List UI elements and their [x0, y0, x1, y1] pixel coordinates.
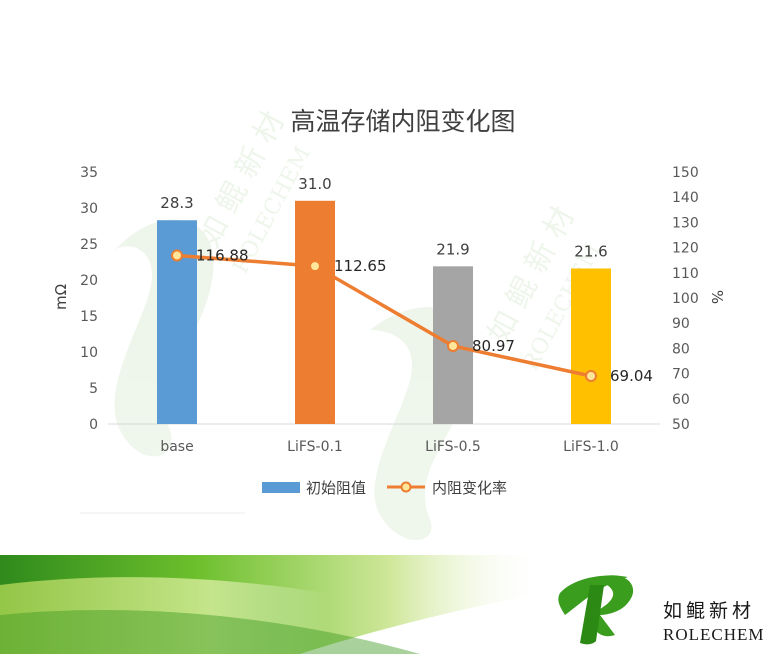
y2-tick-label: 130	[672, 215, 699, 231]
y-tick-label: 15	[80, 309, 98, 325]
y2-axis-label: %	[708, 290, 726, 304]
y-axis: 0 5 10 15 20 25 30 35	[80, 165, 98, 433]
bar-data-label: 28.3	[160, 194, 193, 212]
y-tick-label: 25	[80, 237, 98, 253]
bar	[295, 200, 335, 424]
bar-data-label: 21.6	[574, 242, 607, 260]
legend-label: 初始阻值	[306, 479, 366, 497]
legend: 初始阻值 内阻变化率	[262, 479, 507, 497]
legend-label: 内阻变化率	[432, 479, 507, 497]
series-line	[176, 253, 592, 378]
line-point	[447, 339, 459, 352]
company-logo-text: 如鲲新材 ROLECHEM	[663, 596, 765, 645]
y2-tick-label: 150	[672, 165, 699, 181]
y2-tick-label: 90	[672, 316, 690, 332]
line-series: 116.88 112.65 80.97 69.04	[171, 246, 653, 385]
y2-tick-label: 120	[672, 241, 699, 257]
y-tick-label: 35	[80, 165, 98, 181]
y2-tick-label: 100	[672, 291, 699, 307]
line-data-label: 116.88	[196, 246, 249, 264]
footer-banner	[0, 555, 781, 654]
y2-tick-label: 60	[672, 392, 690, 408]
y-tick-label: 0	[89, 417, 98, 433]
legend-swatch-marker	[400, 481, 412, 493]
y2-tick-label: 70	[672, 367, 690, 383]
y-tick-label: 10	[80, 345, 98, 361]
y2-axis: 50 60 70 80 90 100 110 120 130 140 150	[672, 165, 699, 433]
x-tick-label: LiFS-1.0	[563, 439, 619, 455]
line-point	[171, 249, 183, 262]
line-point	[585, 370, 597, 383]
line-data-label: 80.97	[472, 337, 515, 355]
y2-tick-label: 50	[672, 417, 690, 433]
banner-wave	[0, 609, 420, 654]
bar	[571, 268, 611, 424]
y2-tick-label: 80	[672, 341, 690, 357]
company-name-cn: 如鲲新材	[663, 600, 756, 622]
y-tick-label: 5	[89, 381, 98, 397]
line-data-label: 69.04	[610, 367, 653, 385]
banner-wave	[0, 577, 470, 654]
y-tick-label: 20	[80, 273, 98, 289]
x-axis: base LiFS-0.1 LiFS-0.5 LiFS-1.0	[160, 439, 619, 455]
bar-data-label: 21.9	[436, 240, 469, 258]
y2-tick-label: 110	[672, 266, 699, 282]
legend-swatch-bar	[262, 482, 300, 493]
x-tick-label: LiFS-0.1	[287, 439, 343, 455]
line-point	[309, 260, 321, 273]
y-tick-label: 30	[80, 201, 98, 217]
chart-title: 高温存储内阻变化图	[290, 107, 515, 136]
line-data-label: 112.65	[334, 257, 387, 275]
x-tick-label: base	[160, 439, 193, 455]
bar-data-label: 31.0	[298, 175, 331, 193]
company-name-en: ROLECHEM	[663, 625, 765, 644]
y2-tick-label: 140	[672, 190, 699, 206]
y-axis-label: mΩ	[52, 284, 70, 310]
company-logo-mark	[558, 575, 634, 645]
x-tick-label: LiFS-0.5	[425, 439, 481, 455]
